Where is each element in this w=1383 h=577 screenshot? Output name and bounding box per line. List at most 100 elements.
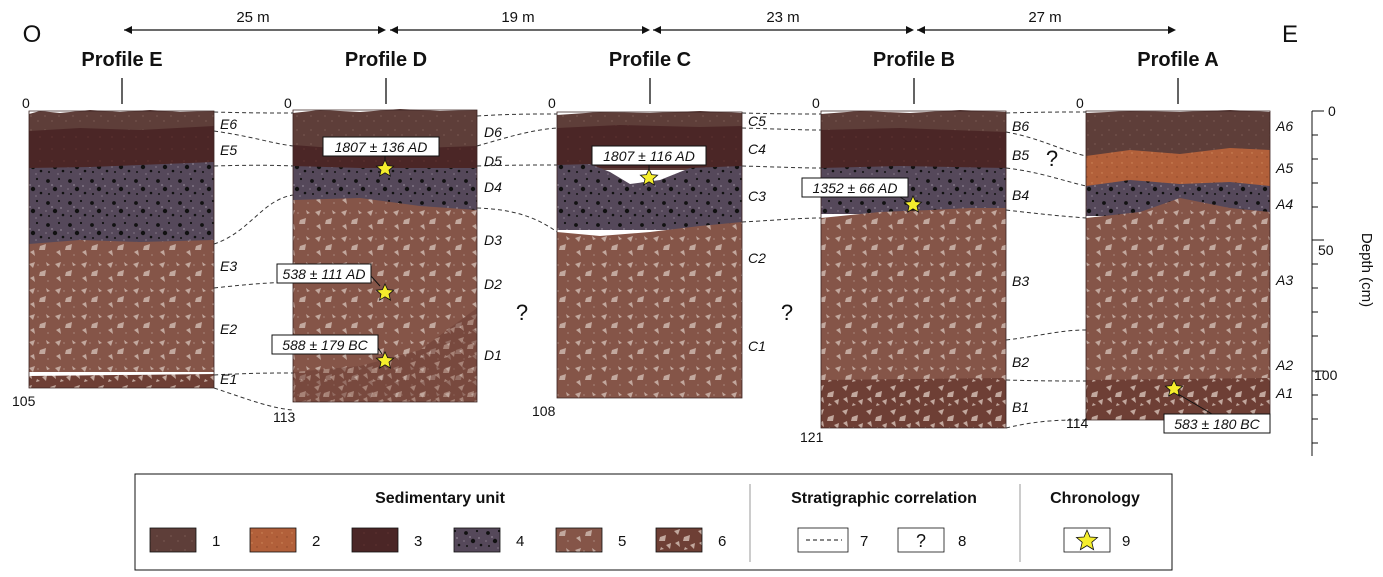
unit-label: A2	[1275, 357, 1293, 373]
depth-tick-label: 0	[1328, 103, 1336, 119]
star-icon	[1164, 379, 1184, 397]
star-icon	[1075, 528, 1099, 551]
legend-swatch-5	[555, 527, 603, 553]
distance-arrows	[124, 26, 1176, 34]
depth-tick-label: 100	[1314, 367, 1338, 383]
date-marker: 1352 ± 66 AD	[801, 177, 923, 213]
profile-bottom-depth: 114	[1066, 415, 1089, 431]
unit-label: A1	[1275, 385, 1293, 401]
unit-label: D2	[484, 276, 502, 292]
legend-item-label: 1	[212, 533, 220, 550]
unit-label: C2	[748, 250, 766, 266]
star-icon	[375, 283, 395, 301]
legend-item-label: 7	[860, 533, 868, 550]
legend-item-label: 6	[718, 533, 726, 550]
unit-label: A3	[1275, 272, 1293, 288]
unit-label: C5	[748, 113, 766, 129]
unit-label: E1	[220, 371, 237, 387]
profile-top-depth: 0	[22, 95, 30, 111]
uncertain-correlation-mark: ?	[781, 300, 793, 325]
profile-b-column	[820, 110, 1007, 429]
distance-label: 25 m	[236, 9, 269, 26]
unit-label: A4	[1275, 196, 1293, 212]
legend-item-label: 2	[312, 533, 320, 550]
depth-axis-title: Depth (cm)	[1358, 233, 1375, 307]
legend-title-sedimentary: Sedimentary unit	[375, 490, 505, 507]
date-label: 1807 ± 116 AD	[603, 148, 695, 164]
question-mark-icon: ?	[916, 531, 926, 551]
date-label: 1352 ± 66 AD	[813, 180, 898, 196]
unit-label: B3	[1012, 273, 1029, 289]
date-marker: 1807 ± 116 AD	[591, 145, 707, 186]
legend-swatch-4	[453, 527, 501, 553]
legend-item-label: 4	[516, 533, 524, 550]
unit-label: E3	[220, 258, 237, 274]
uncertain-correlation-mark: ?	[516, 300, 528, 325]
unit-label: D6	[484, 124, 502, 140]
unit-label: B6	[1012, 118, 1029, 134]
unit-label: E2	[220, 321, 237, 337]
star-icon	[375, 159, 395, 177]
unit-label: E5	[220, 142, 237, 158]
west-label: O	[23, 21, 42, 48]
date-label: 538 ± 111 AD	[283, 266, 366, 282]
profile-title: Profile A	[1137, 49, 1219, 71]
profile-top-depth: 0	[548, 95, 556, 111]
unit-label: D1	[484, 347, 502, 363]
unit-label: D3	[484, 232, 502, 248]
date-label: 1807 ± 136 AD	[335, 139, 428, 155]
legend-title-correlation: Stratigraphic correlation	[791, 490, 977, 507]
profile-title: Profile D	[345, 49, 427, 71]
east-label: E	[1282, 21, 1298, 48]
unit-label: B5	[1012, 147, 1029, 163]
profile-top-depth: 0	[1076, 95, 1084, 111]
star-icon	[375, 351, 395, 369]
profile-top-depth: 0	[284, 95, 292, 111]
unit-label: D5	[484, 153, 502, 169]
profile-bottom-depth: 105	[12, 393, 36, 409]
profile-ticks	[121, 78, 1179, 104]
unit-label: B4	[1012, 187, 1029, 203]
legend-item-label: 8	[958, 533, 966, 550]
legend-swatch-question	[897, 527, 945, 553]
distance-label: 27 m	[1028, 9, 1061, 26]
legend-title-chronology: Chronology	[1050, 490, 1140, 507]
date-marker: 1807 ± 136 AD	[322, 136, 440, 177]
date-label: 583 ± 180 BC	[1174, 416, 1260, 432]
unit-label: E6	[220, 116, 237, 132]
profile-bottom-depth: 108	[532, 403, 556, 419]
unit-label: C3	[748, 188, 766, 204]
date-marker: 538 ± 111 AD	[276, 263, 395, 301]
profile-top-depth: 0	[812, 95, 820, 111]
unit-label: D4	[484, 179, 502, 195]
depth-tick-label: 50	[1318, 242, 1334, 258]
profile-bottom-depth: 113	[273, 409, 296, 425]
unit-label: A6	[1275, 118, 1293, 134]
legend-item-label: 3	[414, 533, 422, 550]
legend-item-label: 5	[618, 533, 626, 550]
date-marker: 583 ± 180 BC	[1163, 379, 1271, 434]
date-label: 588 ± 179 BC	[282, 337, 368, 353]
legend-swatch-6	[655, 527, 703, 553]
star-icon	[903, 195, 923, 213]
profile-title: Profile C	[609, 49, 691, 71]
legend: Sedimentary unit Stratigraphic correlati…	[134, 473, 1173, 571]
legend-item-label: 9	[1122, 533, 1130, 550]
uncertain-correlation-mark: ?	[1046, 146, 1058, 171]
profile-bottom-depth: 121	[800, 429, 824, 445]
unit-label: C4	[748, 141, 766, 157]
unit-label: C1	[748, 338, 766, 354]
distance-label: 19 m	[501, 9, 534, 26]
profile-e-column	[28, 110, 215, 389]
unit-label: A5	[1275, 160, 1293, 176]
unit-label: B2	[1012, 354, 1029, 370]
profile-title: Profile B	[873, 49, 955, 71]
star-icon	[639, 168, 659, 186]
profile-a-column	[1085, 110, 1271, 421]
legend-swatch-1	[149, 527, 197, 553]
unit-label: B1	[1012, 399, 1029, 415]
distance-label: 23 m	[766, 9, 799, 26]
profile-title: Profile E	[81, 49, 162, 71]
date-marker: 588 ± 179 BC	[271, 334, 395, 369]
